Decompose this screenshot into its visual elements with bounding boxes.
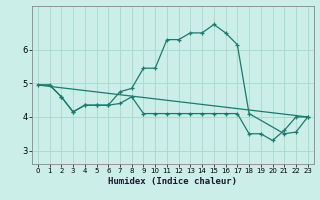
X-axis label: Humidex (Indice chaleur): Humidex (Indice chaleur) [108,177,237,186]
